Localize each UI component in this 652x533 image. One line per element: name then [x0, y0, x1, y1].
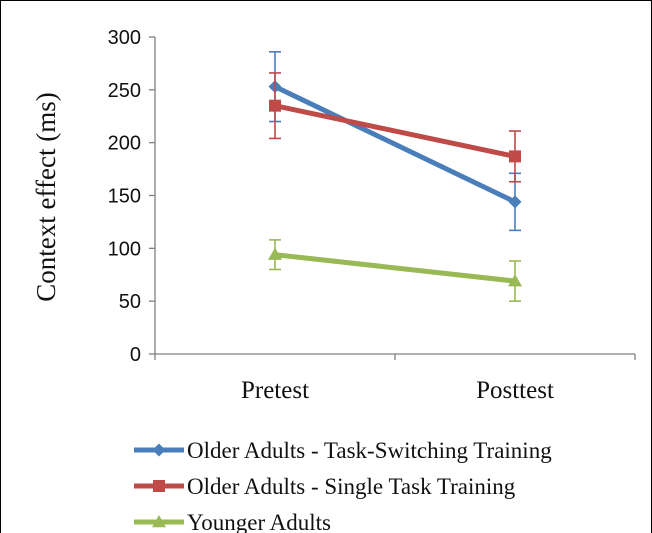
legend-item-1: Older Adults - Task-Switching Training: [134, 438, 552, 463]
legend-item-2: Older Adults - Single Task Training: [134, 474, 516, 499]
x-tick-label-pretest: Pretest: [241, 377, 309, 404]
series-3: [268, 239, 522, 302]
x-tick-label-posttest: Posttest: [476, 377, 554, 404]
legend-swatch-marker: [153, 480, 165, 492]
legend-swatch-marker: [152, 515, 166, 528]
legend-item-3: Younger Adults: [134, 510, 331, 533]
y-axis-title: Context effect (ms): [31, 92, 61, 301]
legend: Older Adults - Task-Switching Training Ol…: [134, 438, 552, 533]
y-tick-label: 300: [108, 27, 141, 49]
series-1: [268, 50, 522, 232]
legend-swatch-marker: [152, 443, 166, 457]
series-line: [272, 103, 518, 159]
legend-label: Older Adults - Task-Switching Training: [187, 438, 552, 463]
data-point: [508, 274, 522, 287]
data-point: [268, 247, 282, 260]
y-tick-label: 100: [108, 238, 141, 260]
data-point: [269, 99, 281, 112]
y-tick-label: 200: [108, 133, 141, 155]
series-2: [269, 72, 521, 183]
series-line: [272, 84, 518, 205]
legend-label: Older Adults - Single Task Training: [187, 474, 516, 499]
axes: 0 50 100 150 200 250 300: [108, 27, 636, 366]
data-point: [509, 150, 521, 163]
y-tick-label: 50: [119, 291, 141, 313]
plot-area: [268, 50, 522, 302]
y-ticks: 0 50 100 150 200 250 300: [108, 27, 155, 366]
y-tick-label: 150: [108, 186, 141, 208]
x-ticks: [154, 354, 636, 360]
series-line: [272, 252, 518, 284]
legend-label: Younger Adults: [187, 510, 331, 533]
y-tick-label: 250: [108, 80, 141, 102]
data-point: [508, 195, 522, 209]
y-tick-label: 0: [130, 344, 141, 366]
